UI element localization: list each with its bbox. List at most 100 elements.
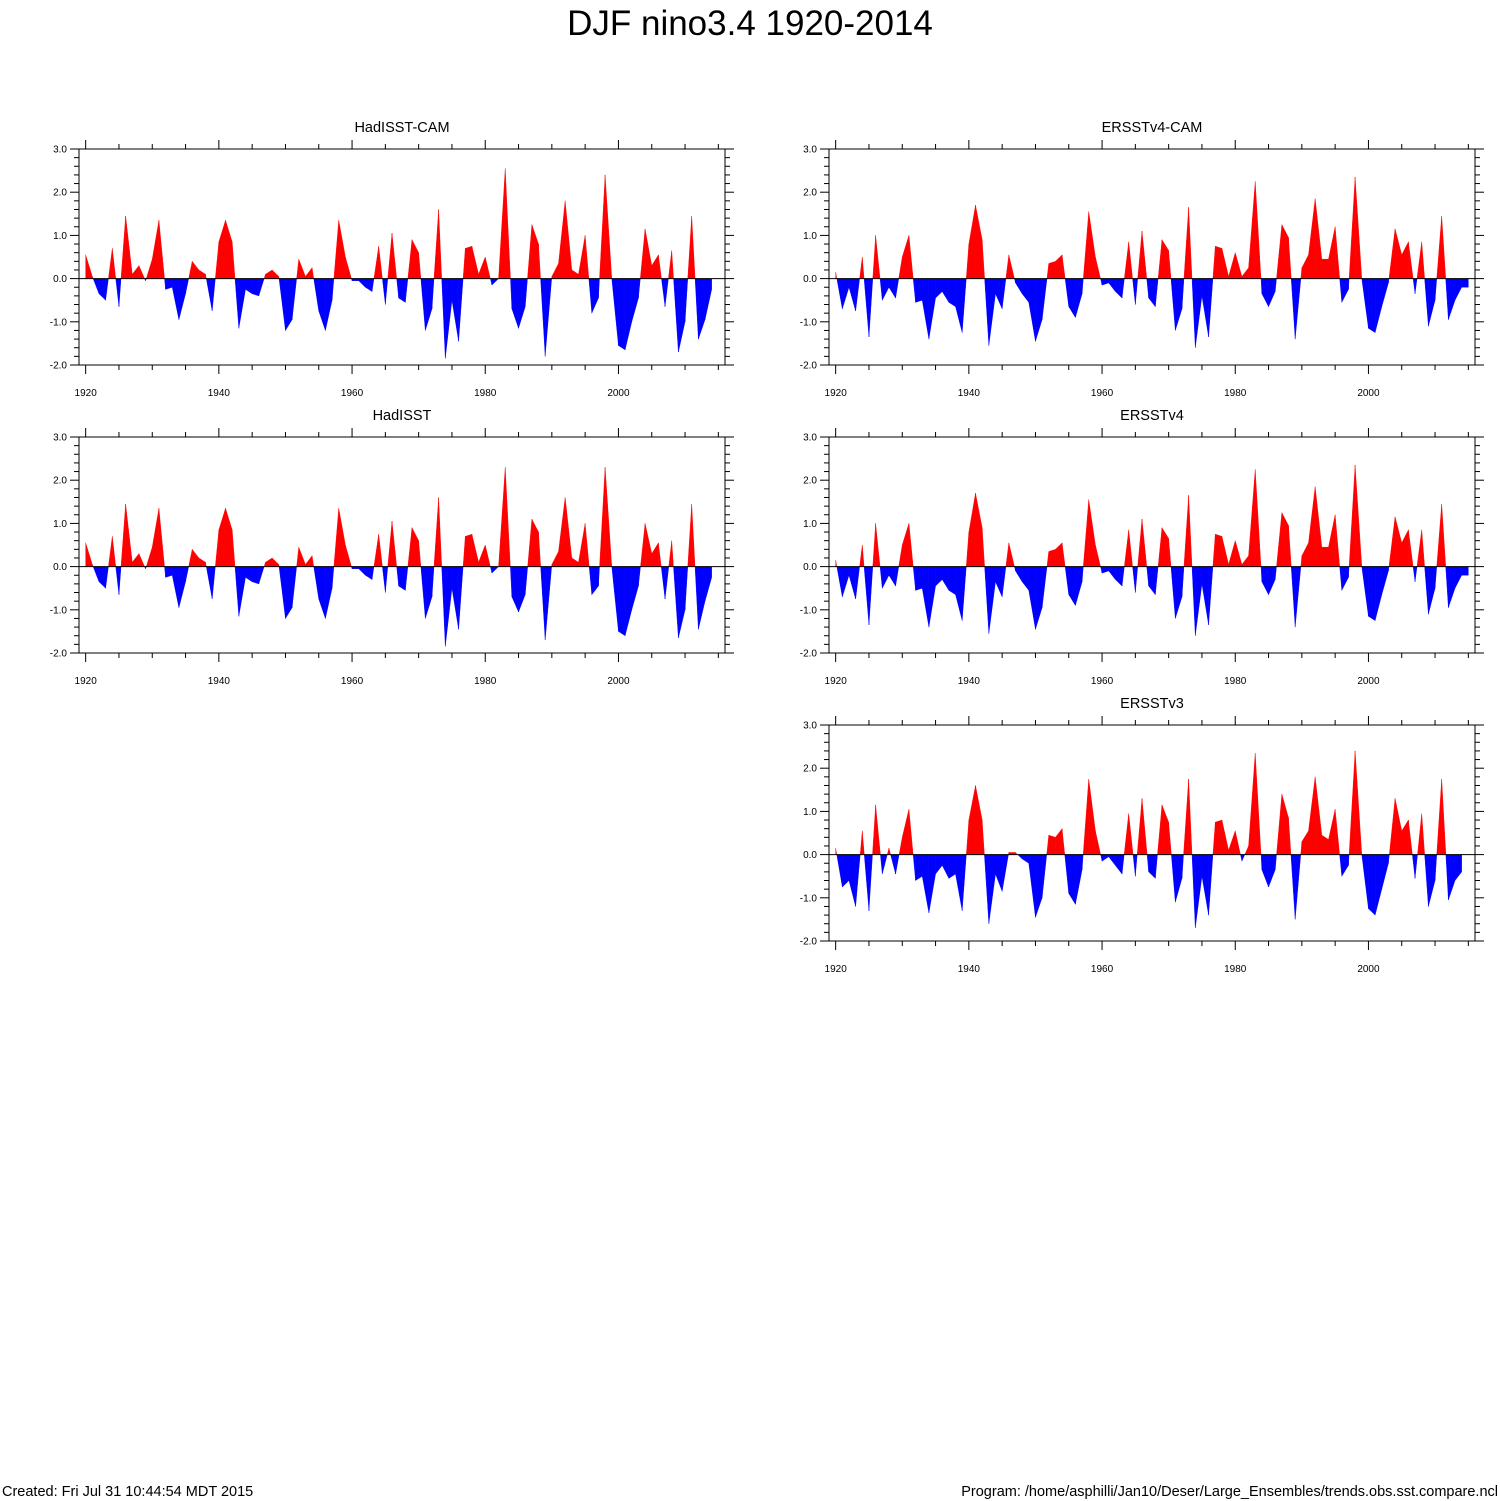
negative-area [1015, 567, 1022, 582]
y-tick-label: -2.0 [50, 649, 68, 660]
negative-area [1102, 855, 1109, 861]
positive-area [392, 521, 397, 566]
x-tick-label: 2000 [607, 388, 630, 399]
negative-area [942, 855, 949, 879]
negative-area [962, 279, 966, 333]
positive-area [1047, 263, 1049, 278]
positive-area [1049, 261, 1056, 278]
positive-area [465, 246, 472, 278]
negative-area [1101, 567, 1103, 573]
negative-area [1425, 855, 1429, 907]
negative-area [1342, 279, 1349, 303]
negative-area [1202, 279, 1209, 337]
positive-area [1355, 177, 1362, 279]
negative-area [106, 567, 109, 589]
positive-area [668, 251, 671, 279]
negative-area [1446, 567, 1449, 608]
positive-area [658, 543, 661, 567]
negative-area [698, 279, 705, 339]
negative-area [372, 279, 374, 292]
negative-area [913, 279, 915, 303]
negative-area [442, 567, 446, 647]
positive-area [1162, 805, 1169, 855]
y-tick-label: 1.0 [803, 231, 817, 242]
negative-area [618, 567, 625, 636]
positive-area [532, 519, 539, 567]
negative-area [1415, 279, 1417, 294]
negative-area [705, 567, 712, 602]
y-tick-label: -2.0 [800, 649, 818, 660]
y-tick-label: 3.0 [803, 433, 817, 444]
negative-area [425, 567, 432, 619]
y-tick-label: 2.0 [53, 476, 67, 487]
positive-area [1229, 831, 1236, 855]
negative-area [212, 567, 215, 599]
negative-area [1109, 279, 1116, 292]
negative-area [292, 567, 297, 608]
positive-area [272, 270, 279, 279]
positive-area [1089, 500, 1096, 567]
negative-area [589, 279, 592, 314]
positive-area [539, 532, 541, 567]
negative-area [1462, 279, 1469, 288]
negative-area [942, 567, 949, 591]
negative-area [956, 279, 963, 333]
positive-area [969, 785, 976, 854]
positive-area [1349, 751, 1355, 855]
negative-area [589, 567, 592, 595]
positive-area [299, 259, 306, 278]
negative-area [1042, 855, 1047, 898]
negative-area [245, 279, 252, 294]
negative-area [1448, 279, 1455, 320]
positive-area [1138, 231, 1142, 279]
negative-area [385, 567, 387, 593]
positive-area [1402, 820, 1409, 855]
positive-area [265, 270, 272, 279]
negative-area [849, 279, 856, 311]
negative-area [1209, 855, 1213, 915]
negative-area [372, 567, 374, 580]
negative-area [598, 279, 599, 298]
negative-area [638, 567, 640, 586]
negative-area [314, 279, 319, 311]
negative-area [285, 567, 292, 619]
positive-area [472, 246, 479, 278]
positive-area [565, 497, 572, 566]
positive-area [1335, 809, 1340, 854]
positive-area [499, 467, 506, 566]
x-tick-label: 1980 [1224, 676, 1247, 687]
negative-area [1209, 279, 1213, 337]
positive-area [876, 235, 880, 278]
negative-area [864, 279, 869, 337]
negative-area [995, 567, 1002, 597]
y-tick-label: 2.0 [53, 188, 67, 199]
negative-area [889, 279, 896, 298]
negative-area [1075, 855, 1082, 905]
negative-area [842, 567, 849, 597]
positive-area [976, 785, 983, 854]
negative-area [1155, 855, 1157, 879]
negative-area [166, 567, 173, 578]
panel-title: HadISST [373, 408, 432, 424]
negative-area [864, 567, 869, 625]
negative-area [891, 855, 896, 874]
negative-area [1149, 279, 1156, 307]
negative-area [259, 279, 264, 296]
negative-area [1133, 279, 1136, 305]
negative-area [1428, 855, 1435, 907]
negative-area [936, 567, 943, 586]
negative-area [849, 567, 856, 599]
positive-area [1062, 255, 1065, 279]
negative-area [842, 855, 849, 887]
negative-area [1075, 567, 1082, 606]
negative-area [235, 567, 239, 617]
positive-area [345, 257, 351, 279]
negative-area [119, 567, 121, 595]
axis-ticks [820, 716, 1484, 950]
positive-area [1169, 251, 1171, 279]
positive-area [1137, 798, 1142, 854]
negative-area [1182, 279, 1184, 309]
negative-area [1348, 855, 1349, 866]
negative-area [179, 279, 186, 320]
negative-area [922, 855, 929, 913]
